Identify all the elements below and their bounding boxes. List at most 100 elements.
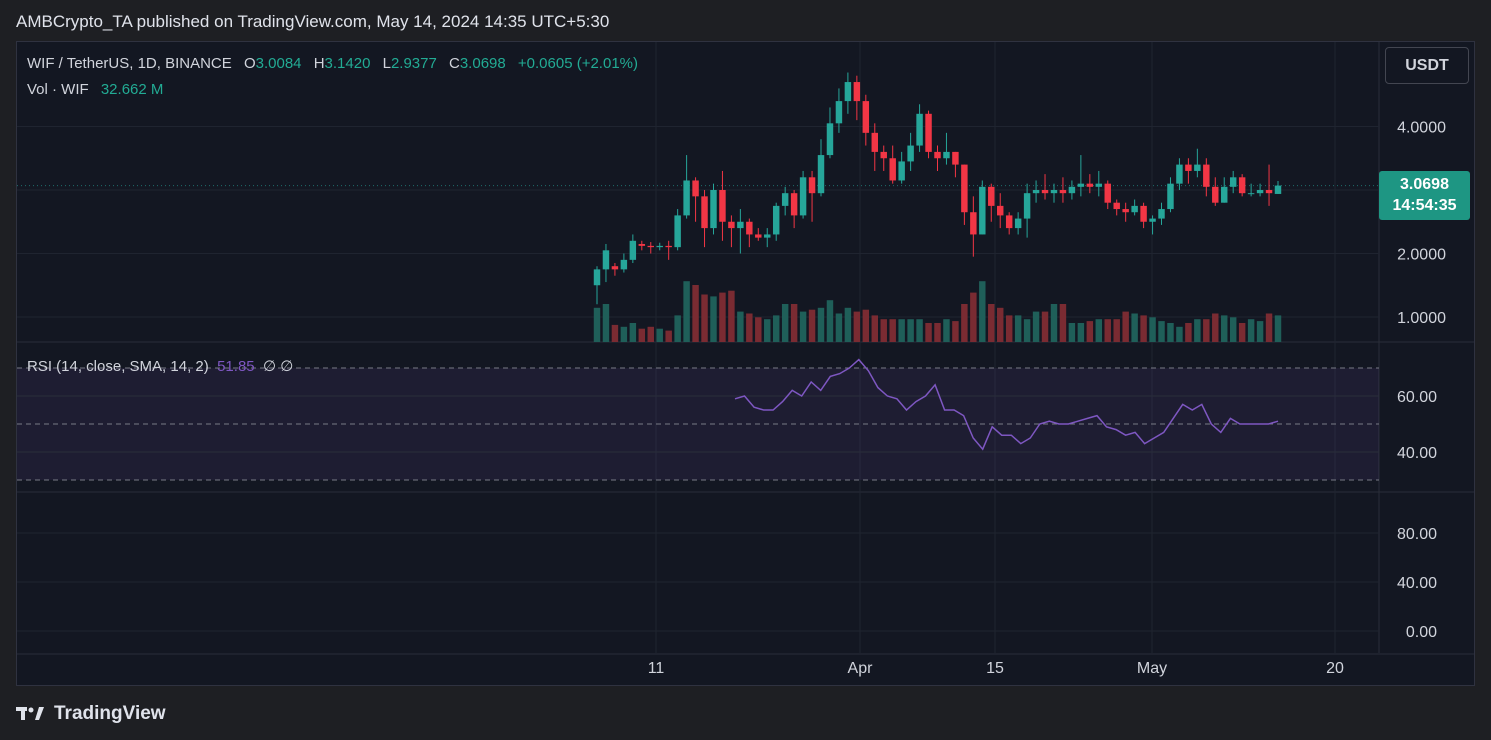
candle	[593, 266, 601, 305]
price-candles	[593, 72, 1282, 305]
price-tick-label: 1.0000	[1397, 310, 1446, 327]
candle	[925, 110, 932, 159]
volume-bar	[907, 319, 914, 342]
tradingview-logo-icon	[16, 707, 44, 720]
tradingview-brand[interactable]: TradingView	[16, 703, 166, 725]
candle	[728, 215, 735, 248]
candle-body	[665, 245, 672, 248]
price-legend: WIF / TetherUS, 1D, BINANCE O3.0084 H3.1…	[27, 55, 638, 72]
candle-body	[862, 101, 870, 133]
volume-bar	[656, 328, 663, 342]
volume-bar	[790, 304, 798, 342]
volume-value: 32.662 M	[100, 81, 164, 98]
last-price-tag: 3.0698 14:54:35	[1379, 171, 1470, 220]
volume-bar	[1005, 315, 1013, 342]
candle-body	[835, 101, 843, 124]
candle	[817, 139, 825, 197]
volume-bar	[683, 281, 690, 342]
volume-bar	[719, 292, 726, 342]
candle-body	[1140, 205, 1147, 222]
candle	[952, 151, 959, 178]
candle-body	[656, 245, 663, 248]
candle	[1221, 177, 1228, 203]
volume-bar	[1023, 319, 1031, 342]
candle-body	[853, 82, 861, 102]
candle-body	[755, 234, 762, 238]
volume-bar	[1104, 319, 1111, 342]
candle-body	[1221, 186, 1228, 203]
volume-bar	[835, 313, 843, 342]
candle	[862, 94, 870, 146]
candle-body	[1256, 190, 1264, 194]
rsi-extra: ∅ ∅	[262, 358, 294, 375]
candle	[1256, 183, 1264, 197]
candle-body	[943, 151, 950, 159]
volume-bar	[1041, 311, 1049, 342]
candle-body	[620, 259, 628, 270]
candle-body	[889, 158, 896, 181]
candle-body	[1023, 193, 1031, 219]
candle-body	[674, 215, 681, 248]
volume-bar	[1086, 321, 1094, 342]
volume-bar	[638, 328, 646, 342]
candle-body	[1032, 190, 1040, 194]
volume-bar	[1014, 315, 1022, 342]
candle-body	[602, 250, 610, 270]
volume-bar	[1032, 311, 1040, 342]
volume-bar	[817, 307, 825, 342]
volume-bar	[665, 330, 672, 342]
candle	[988, 183, 995, 222]
volume-bar	[593, 307, 601, 342]
candle-body	[1077, 183, 1085, 187]
candle-body	[1265, 190, 1273, 194]
candle-body	[871, 132, 879, 152]
candle	[674, 209, 681, 251]
candle-body	[916, 113, 923, 146]
volume-legend: Vol · WIF 32.662 M	[27, 81, 163, 98]
candle	[1122, 202, 1129, 222]
candle	[1238, 174, 1246, 197]
candle	[746, 218, 753, 248]
candle-body	[1122, 209, 1129, 213]
candle	[737, 209, 744, 254]
volume-bars	[593, 281, 1282, 342]
volume-bar	[961, 304, 968, 342]
volume-bar	[737, 311, 744, 342]
change-value: +0.0605 (+2.01%)	[517, 55, 638, 72]
volume-bar	[1256, 321, 1264, 342]
rsi-pane	[17, 358, 1379, 481]
candle	[1050, 183, 1058, 203]
volume-bar	[1131, 313, 1138, 342]
candle-body	[629, 240, 637, 260]
volume-bar	[629, 323, 637, 342]
volume-bar	[1221, 315, 1228, 342]
currency-button[interactable]: USDT	[1385, 47, 1469, 84]
candle-body	[764, 234, 771, 238]
volume-bar	[1167, 323, 1174, 342]
candle-body	[737, 221, 744, 229]
high-value: 3.1420	[324, 55, 371, 72]
candle	[1032, 180, 1040, 203]
candle-body	[1059, 190, 1067, 194]
candle-body	[1050, 190, 1058, 194]
candle-body	[719, 190, 726, 222]
candle	[1274, 180, 1282, 194]
candle-body	[1014, 218, 1022, 229]
volume-bar	[1247, 319, 1255, 342]
volume-bar	[1095, 319, 1103, 342]
volume-bar	[764, 319, 771, 342]
open-label: O	[243, 55, 256, 72]
volume-bar	[1077, 323, 1085, 342]
candle	[970, 196, 977, 257]
candle	[1104, 180, 1111, 210]
volume-bar	[611, 324, 619, 342]
candle	[889, 145, 896, 184]
candle	[1140, 202, 1147, 229]
candle-body	[1167, 183, 1174, 210]
rsi-line	[734, 358, 1279, 451]
lower-tick-label: 40.00	[1397, 575, 1437, 592]
candle	[629, 234, 637, 264]
volume-bar	[1068, 323, 1076, 342]
rsi-band-fill	[17, 368, 1379, 480]
